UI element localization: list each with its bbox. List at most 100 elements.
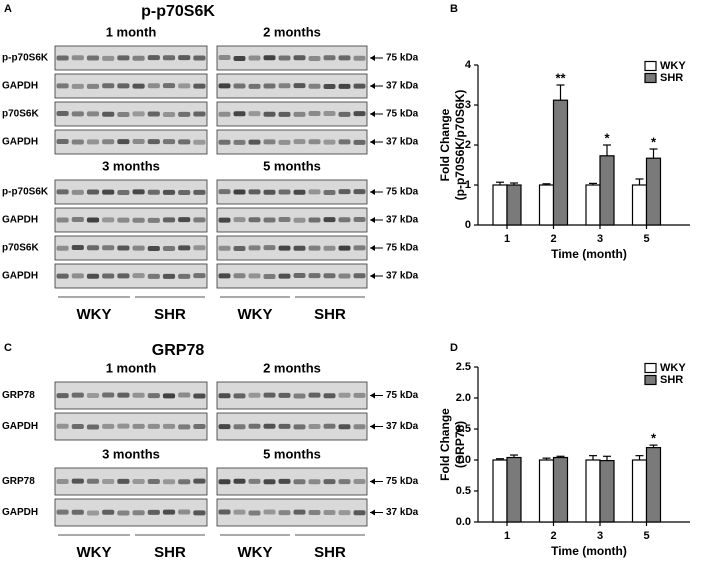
blot-band bbox=[193, 111, 206, 117]
blot-band bbox=[293, 245, 306, 251]
row-label: GRP78 bbox=[2, 390, 35, 401]
blot-band bbox=[308, 189, 321, 195]
blot-heading: 5 months bbox=[263, 158, 321, 173]
blot-band bbox=[102, 139, 115, 145]
y-tick-label: 3 bbox=[465, 99, 471, 111]
blot-band bbox=[248, 392, 261, 398]
bar bbox=[585, 184, 601, 226]
significance-label: * bbox=[651, 431, 657, 446]
row-label: GAPDH bbox=[2, 507, 38, 518]
blot-band bbox=[278, 189, 291, 195]
significance-label: ** bbox=[555, 70, 566, 85]
y-tick-label: 2.5 bbox=[456, 361, 471, 373]
bar bbox=[552, 456, 569, 523]
y-tick-label: 0 bbox=[465, 219, 471, 231]
y-axis-label: (GRP78) bbox=[453, 421, 467, 468]
blot-band bbox=[233, 509, 246, 515]
blot-band bbox=[147, 479, 160, 485]
blot-band bbox=[353, 217, 366, 223]
blot-band bbox=[233, 55, 246, 61]
blot-band bbox=[263, 111, 276, 117]
blot-band bbox=[117, 217, 130, 223]
blot-band bbox=[71, 111, 84, 117]
blot-band bbox=[338, 55, 351, 61]
blot-band bbox=[263, 139, 276, 145]
blot-band bbox=[178, 509, 191, 515]
blot-band bbox=[218, 189, 231, 195]
blot-band bbox=[293, 393, 306, 399]
y-tick-label: 2.0 bbox=[456, 392, 471, 404]
blot-band bbox=[338, 217, 351, 223]
panel-letter: A bbox=[4, 3, 12, 15]
blot-band bbox=[338, 479, 351, 485]
blot-band bbox=[178, 189, 191, 195]
blot-band bbox=[193, 139, 206, 145]
blot-band bbox=[308, 392, 321, 398]
y-tick-label: 2 bbox=[465, 139, 471, 151]
blot-band bbox=[293, 83, 306, 89]
blot-band bbox=[117, 392, 130, 398]
legend-swatch bbox=[644, 374, 657, 386]
blot-band bbox=[132, 245, 145, 251]
blot-band bbox=[132, 83, 145, 89]
x-axis-label: Time (month) bbox=[551, 247, 627, 261]
blot-band bbox=[102, 245, 115, 251]
blot-band bbox=[193, 510, 206, 516]
marker-arrowhead bbox=[370, 478, 375, 485]
blot-band bbox=[132, 392, 145, 398]
blot-band bbox=[218, 217, 231, 223]
blot-band bbox=[263, 392, 276, 398]
blot-band bbox=[263, 189, 276, 195]
bar bbox=[492, 459, 508, 523]
blot-band bbox=[102, 392, 115, 398]
blot-band bbox=[102, 189, 115, 195]
bar bbox=[645, 157, 662, 226]
bar bbox=[645, 447, 662, 523]
panel-letter: D bbox=[450, 342, 458, 354]
panel-title: p-p70S6K bbox=[141, 3, 215, 20]
blot-band bbox=[323, 83, 336, 89]
blot-band bbox=[353, 424, 366, 430]
row-label: GAPDH bbox=[2, 421, 38, 432]
blot-band bbox=[132, 139, 145, 145]
blot-band bbox=[323, 479, 336, 485]
marker-arrowhead bbox=[370, 245, 375, 251]
blot-band bbox=[353, 510, 366, 516]
blot-band bbox=[278, 111, 291, 117]
blot-band bbox=[248, 111, 261, 117]
lane-label: WKY bbox=[238, 544, 273, 561]
marker-label: 37 kDa bbox=[386, 421, 419, 432]
blot-band bbox=[117, 189, 130, 195]
blot-band bbox=[132, 217, 145, 223]
blot-band bbox=[263, 509, 276, 515]
blot-band bbox=[193, 245, 206, 251]
blot-band bbox=[56, 245, 69, 251]
blot-band bbox=[147, 423, 160, 429]
blot-band bbox=[86, 139, 100, 145]
blot-band bbox=[117, 139, 130, 145]
marker-arrowhead bbox=[370, 55, 375, 61]
blot-band bbox=[323, 189, 336, 195]
marker-arrowhead bbox=[370, 111, 375, 117]
blot-band bbox=[147, 509, 160, 515]
blot-band bbox=[308, 55, 321, 61]
blot-band bbox=[86, 55, 100, 61]
row-label: GRP78 bbox=[2, 476, 35, 487]
blot-band bbox=[147, 83, 160, 89]
blot-band bbox=[218, 139, 231, 145]
blot-band bbox=[218, 509, 231, 515]
lane-label: WKY bbox=[238, 306, 273, 323]
blot-band bbox=[323, 111, 336, 117]
row-label: p-p70S6K bbox=[2, 187, 49, 198]
blot-heading: 3 months bbox=[102, 158, 160, 173]
y-tick-label: 0.5 bbox=[456, 485, 471, 497]
y-tick-label: 1 bbox=[465, 179, 471, 191]
blot-band bbox=[56, 478, 69, 484]
x-tick-label: 5 bbox=[643, 233, 649, 245]
blot-band bbox=[162, 217, 176, 223]
blot-band bbox=[56, 217, 69, 223]
blot-band bbox=[102, 83, 115, 89]
marker-arrowhead bbox=[370, 392, 375, 399]
blot-band bbox=[162, 273, 176, 279]
blot-band bbox=[193, 478, 206, 484]
